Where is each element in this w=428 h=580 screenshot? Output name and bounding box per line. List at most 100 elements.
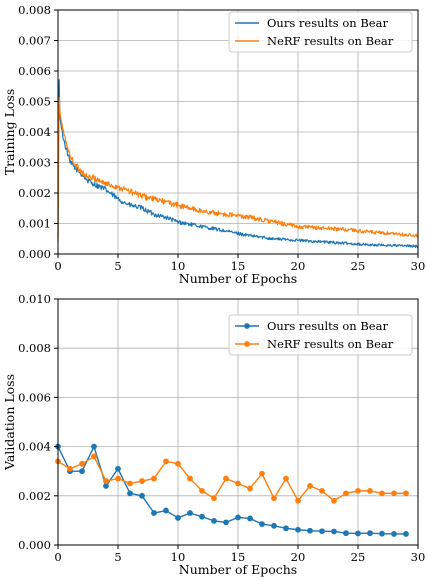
data-point (355, 530, 361, 537)
x-tick-label: 15 (231, 259, 246, 273)
data-point (67, 465, 73, 472)
x-tick-label: 20 (291, 259, 306, 273)
data-point (295, 526, 301, 533)
series-line-2 (57, 96, 419, 242)
series-line-1 (57, 79, 419, 249)
data-point (259, 521, 265, 527)
data-point (331, 528, 337, 535)
x-tick-label: 30 (411, 259, 426, 273)
data-point (211, 495, 217, 502)
data-point (223, 475, 229, 482)
y-tick-label: 0.000 (18, 247, 51, 261)
legend-marker (244, 341, 250, 347)
y-tick-label: 0.006 (18, 390, 51, 404)
y-tick-label: 0.006 (18, 64, 51, 78)
data-point (91, 453, 97, 460)
data-point (187, 475, 193, 482)
data-point (175, 515, 181, 521)
x-tick-label: 25 (351, 550, 366, 564)
y-tick-label: 0.000 (18, 538, 51, 552)
x-tick-label: 5 (114, 550, 121, 564)
data-point (319, 487, 325, 494)
data-point (127, 490, 133, 497)
legend-box (228, 314, 413, 356)
data-point (403, 490, 409, 497)
legend: Ours results on Bear NeRF results on Bear (228, 314, 413, 356)
data-point (211, 517, 217, 524)
x-tick-label: 10 (171, 259, 186, 273)
data-point (379, 530, 385, 537)
data-point (307, 483, 313, 489)
legend: Ours results on Bear NeRF results on Bear (228, 11, 413, 53)
data-point (139, 478, 145, 484)
legend-label: Ours results on Bear (267, 319, 388, 333)
data-point (79, 468, 85, 475)
data-point (379, 490, 385, 497)
data-point (343, 490, 349, 497)
data-point (235, 514, 241, 521)
y-tick-label: 0.004 (18, 440, 51, 454)
x-tick-label: 0 (54, 259, 61, 273)
data-point (271, 495, 277, 502)
data-point (199, 513, 205, 520)
chart-panel-2: 0 5 10 15 20 25 30 0.000 0.002 0.004 0.006 0.008 0.0… (2, 292, 425, 577)
data-point (271, 522, 277, 529)
data-point (283, 525, 289, 532)
data-point (259, 470, 265, 477)
x-axis-label: Number of Epochs (179, 562, 297, 577)
series-line-1 (57, 445, 406, 535)
y-tick-label: 0.008 (18, 3, 51, 17)
y-tick-label: 0.002 (18, 489, 51, 503)
x-tick-label: 20 (291, 550, 306, 564)
series-line-2 (57, 455, 406, 502)
data-point (103, 478, 109, 484)
y-tick-label: 0.001 (18, 217, 51, 231)
x-tick-label: 10 (171, 550, 186, 564)
data-point (163, 507, 169, 514)
data-point (247, 515, 253, 522)
data-point (79, 460, 85, 467)
y-tick-label: 0.010 (18, 292, 51, 306)
data-point (295, 497, 301, 504)
data-point (307, 527, 313, 534)
legend-label: NeRF results on Bear (267, 337, 394, 351)
chart-panel-1: 0 5 10 15 20 25 30 0.000 0.001 0.002 0.003 0.004 0.0… (2, 3, 425, 286)
data-point (199, 487, 205, 494)
x-tick-label: 5 (114, 259, 121, 273)
data-point (235, 480, 241, 487)
y-tick-label: 0.002 (18, 186, 51, 200)
y-tick-label: 0.008 (18, 341, 51, 355)
y-axis-label: Validation Loss (2, 374, 17, 471)
x-axis-label: Number of Epochs (179, 271, 297, 286)
y-axis-label: Training Loss (2, 89, 17, 176)
data-point (343, 530, 349, 537)
data-point (127, 480, 133, 487)
data-point (151, 510, 157, 516)
data-point (163, 458, 169, 465)
data-point (115, 475, 121, 482)
y-tick-label: 0.004 (18, 125, 51, 139)
data-point (367, 487, 373, 494)
data-point (223, 519, 229, 526)
legend-box (228, 11, 413, 53)
legend-label: NeRF results on Bear (267, 34, 394, 48)
data-point (367, 530, 373, 537)
data-point (355, 487, 361, 494)
x-tick-label: 30 (411, 550, 426, 564)
x-tick-label: 15 (231, 550, 246, 564)
data-point (283, 475, 289, 482)
data-point (115, 465, 121, 472)
y-tick-label: 0.005 (18, 95, 51, 109)
y-tick-label: 0.003 (18, 156, 51, 170)
x-tick-label: 25 (351, 259, 366, 273)
data-point (247, 485, 253, 492)
legend-marker (244, 323, 250, 329)
y-tick-label: 0.007 (18, 34, 51, 48)
data-point (187, 510, 193, 516)
data-point (103, 483, 109, 489)
data-point (391, 490, 397, 497)
data-point (331, 497, 337, 504)
data-point (175, 460, 181, 467)
data-point (391, 531, 397, 537)
